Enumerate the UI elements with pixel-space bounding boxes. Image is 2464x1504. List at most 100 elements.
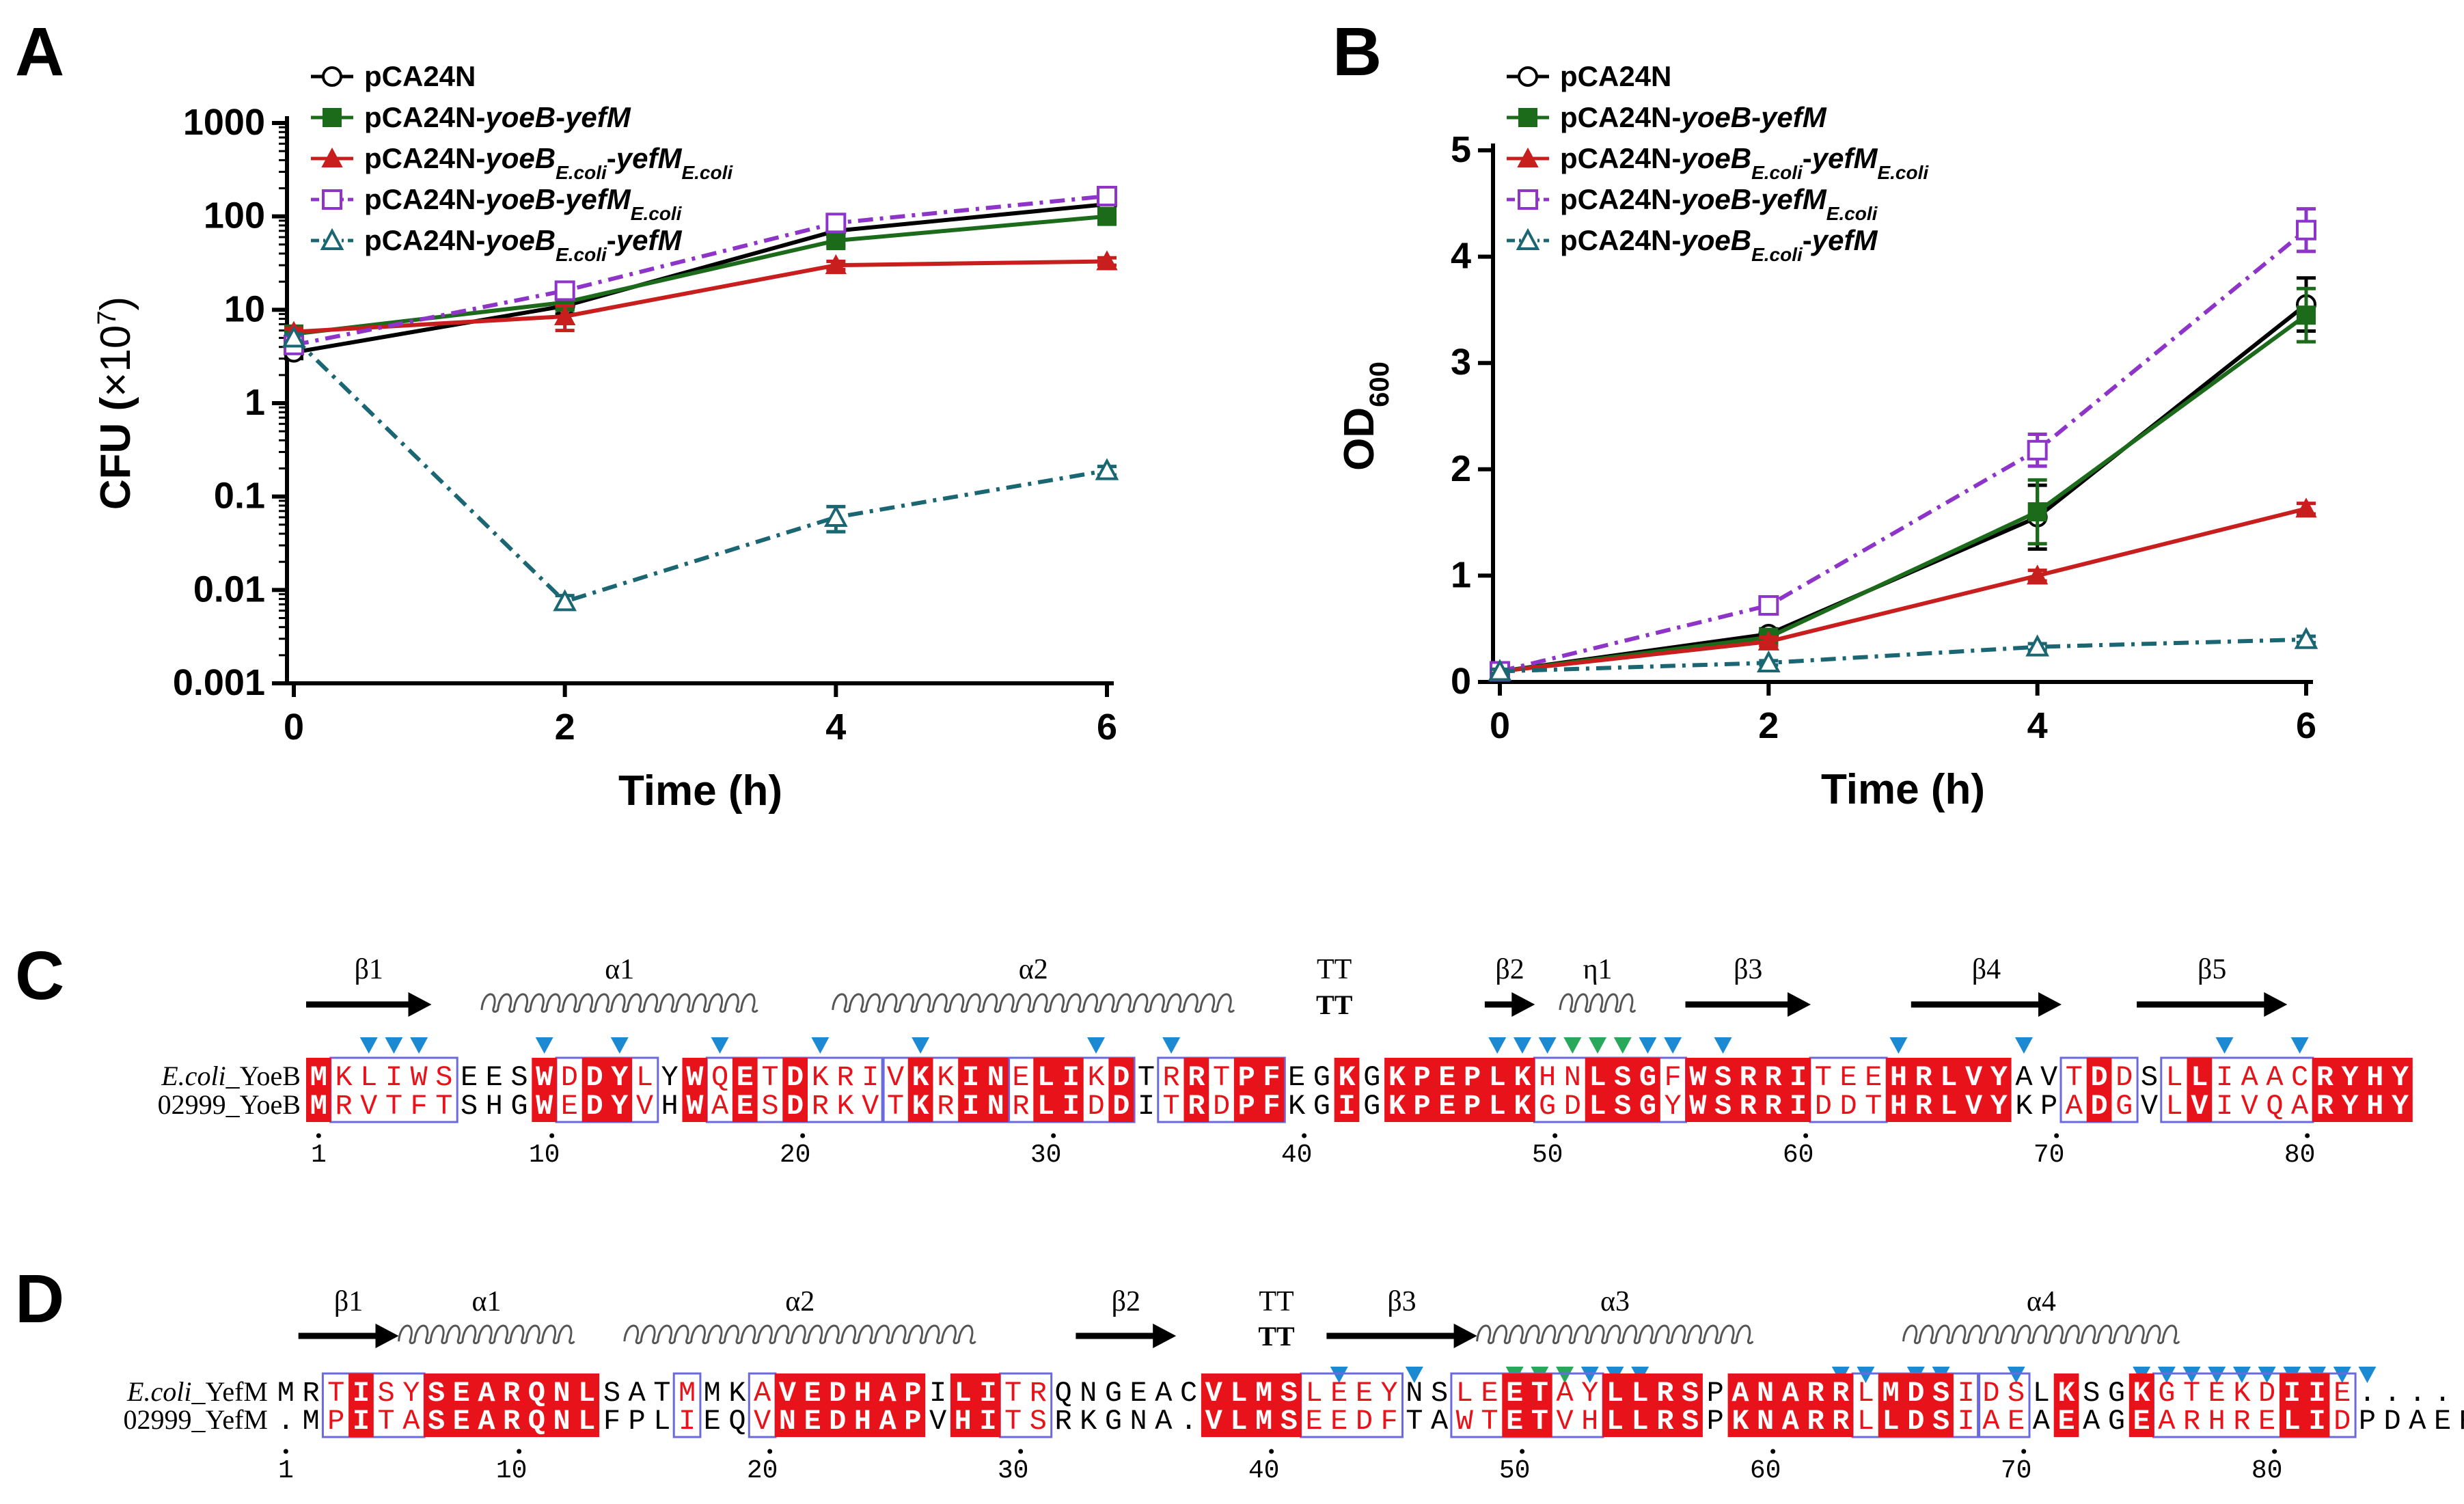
residue: I <box>2308 1405 2325 1438</box>
residue: V <box>2241 1090 2258 1123</box>
residue: V <box>779 1377 797 1410</box>
y-tick-label: 10 <box>224 288 265 329</box>
residue: I <box>1063 1061 1080 1094</box>
residue: G <box>2158 1377 2175 1410</box>
residue: E <box>737 1061 754 1094</box>
residue: A <box>629 1377 646 1410</box>
residue: S <box>1431 1377 1448 1410</box>
strand-arrow-head <box>2038 992 2062 1017</box>
residue: D <box>2258 1377 2275 1410</box>
residue: R <box>1807 1405 1824 1438</box>
residue-marker <box>1162 1037 1181 1054</box>
ss-label: β2 <box>1112 1286 1140 1317</box>
text-span: pCA24N <box>1560 60 1671 92</box>
residue: K <box>335 1061 353 1094</box>
data-point <box>1757 630 1780 651</box>
residue: Q <box>528 1377 545 1410</box>
ss-label: α1 <box>471 1286 501 1317</box>
ruler-dot <box>1051 1133 1056 1138</box>
text-span: yoeB <box>1680 101 1751 133</box>
residue: E <box>1012 1061 1029 1094</box>
residue: S <box>1614 1090 1631 1123</box>
residue: E <box>1330 1405 1347 1438</box>
legend-label: pCA24N-yoeBE.coli-yefME.coli <box>364 142 733 183</box>
residue: V <box>1965 1090 1983 1123</box>
residue: I <box>979 1405 996 1438</box>
residue: . <box>277 1405 295 1438</box>
panel-letter-b: B <box>1332 14 1382 90</box>
residue: Y <box>611 1090 629 1123</box>
residue: A <box>2158 1405 2176 1438</box>
x-tick-label: 0 <box>284 707 304 748</box>
x-tick-label: 0 <box>1490 705 1510 746</box>
residue: A <box>2241 1061 2259 1094</box>
residue: K <box>728 1377 746 1410</box>
residue: D <box>1815 1090 1832 1123</box>
residue: . <box>2434 1377 2451 1410</box>
identity-block <box>775 1373 926 1437</box>
residue: A <box>2066 1090 2083 1123</box>
text-span: yoeB <box>484 183 556 215</box>
residue: R <box>812 1090 829 1123</box>
residue: K <box>1080 1405 1097 1438</box>
residue: S <box>510 1061 528 1094</box>
residue: R <box>503 1405 521 1438</box>
ss-label: β5 <box>2198 954 2226 985</box>
residue: D <box>1087 1090 1104 1123</box>
residue-marker <box>2333 1367 2351 1383</box>
identity-block <box>1886 1058 2012 1122</box>
residue: K <box>2015 1090 2033 1123</box>
x-tick-label: 6 <box>1097 707 1117 748</box>
residue-marker <box>2157 1367 2176 1383</box>
residue: . <box>2384 1377 2401 1410</box>
text-span: yoeB <box>1680 183 1751 215</box>
residue: S <box>2008 1377 2025 1410</box>
legend-swatch-marker <box>1518 66 1538 87</box>
identity-block <box>1384 1058 1535 1122</box>
residue: S <box>1714 1061 1731 1094</box>
residue: A <box>1155 1377 1173 1410</box>
residue: I <box>1790 1061 1807 1094</box>
residue-marker <box>811 1037 830 1054</box>
residue: Y <box>1381 1377 1398 1410</box>
residue: G <box>1313 1061 1330 1094</box>
y-tick-label: 1 <box>245 382 265 423</box>
residue: D <box>1112 1061 1130 1094</box>
residue: L <box>1456 1377 1473 1410</box>
ruler-number: 1 <box>311 1140 327 1170</box>
text-span: E.coli <box>126 1376 191 1407</box>
ruler-number: 80 <box>2251 1456 2283 1486</box>
identity-block <box>782 1058 808 1122</box>
residue-marker <box>1330 1367 1348 1383</box>
ruler-dot <box>1018 1449 1024 1454</box>
residue: L <box>653 1405 670 1438</box>
residue: E <box>1356 1377 1373 1410</box>
residue: I <box>979 1377 996 1410</box>
residue: S <box>2083 1377 2100 1410</box>
ss-label: β2 <box>1495 954 1524 985</box>
ruler-dot <box>1552 1133 1558 1138</box>
ruler-dot <box>283 1449 288 1454</box>
residue: R <box>1764 1061 1782 1094</box>
residue-marker <box>535 1037 553 1054</box>
residue: A <box>1431 1405 1449 1438</box>
residue: E <box>453 1377 470 1410</box>
residue: E <box>1438 1061 1455 1094</box>
residue-marker <box>1639 1037 1657 1054</box>
ruler-dot <box>1269 1449 1274 1454</box>
residue: A <box>1731 1377 1749 1410</box>
text-span: yefM <box>564 183 631 215</box>
residue: D <box>1213 1090 1230 1123</box>
sequence-name: E.coli_YoeB <box>161 1061 301 1091</box>
identity-block <box>2280 1373 2330 1437</box>
residue: K <box>1731 1405 1749 1438</box>
residue: A <box>2083 1405 2100 1438</box>
data-point <box>826 231 846 251</box>
identity-block <box>424 1373 600 1437</box>
residue: V <box>1205 1377 1223 1410</box>
residue: K <box>1338 1061 1356 1094</box>
data-point <box>1758 594 1779 616</box>
residue-marker <box>1857 1367 1875 1383</box>
identity-block <box>1033 1058 1084 1122</box>
